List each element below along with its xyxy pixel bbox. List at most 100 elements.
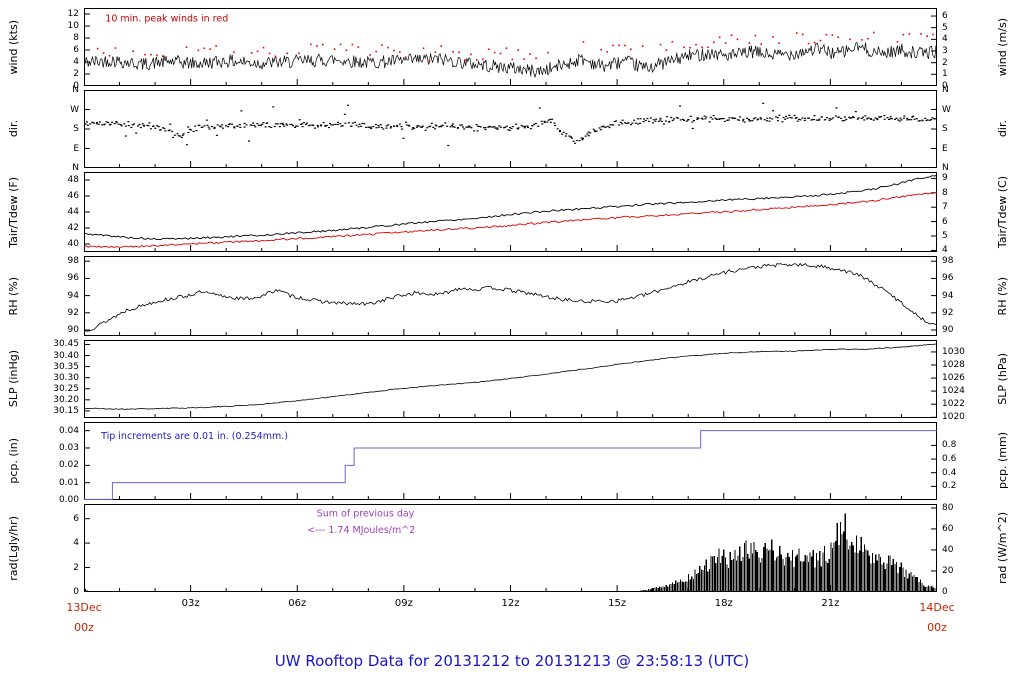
y-tick-label: 4: [73, 56, 79, 67]
y-axis-label-left-temp: Tair/Tdew (F): [0, 172, 26, 252]
y-ticks-right-rh: 90 92 94 96 98: [937, 256, 989, 336]
y-axis-label-right-rad: rad (W/m^2): [989, 504, 1015, 592]
y-axis-label-left-slp: SLP (inHg): [0, 340, 26, 418]
plot-area-dir: [84, 90, 937, 168]
y-axis-label-right-pcp: pcp. (mm): [989, 422, 1015, 500]
panels-stack: wind (kts) 0 2 4 6 8 10 12 10 min. peak winds in…: [0, 8, 1015, 597]
y-tick-label: 8: [73, 33, 79, 44]
y-tick-label: 0.04: [58, 425, 79, 436]
y-tick-label: 1022: [942, 399, 965, 410]
y-tick-label: 80: [942, 502, 954, 513]
y-tick-label: 0.02: [58, 460, 79, 471]
annotation: Sum of previous day: [317, 508, 415, 519]
y-ticks-right-temp: 4 5 6 7 8 9: [937, 172, 989, 256]
y-axis-label-text: RH (%): [6, 276, 20, 316]
y-axis-label-text: dir.: [6, 120, 20, 138]
y-axis-label-left-wind: wind (kts): [0, 8, 26, 86]
series-air-temperature: [84, 174, 937, 241]
y-tick-label: 1024: [942, 386, 965, 397]
y-axis-label-text: pcp. (mm): [995, 432, 1009, 490]
y-tick-label: 90: [942, 325, 954, 335]
plot-area-rad: Sum of previous day <--- 1.74 MJoules/m^2: [84, 504, 937, 592]
y-tick-label: 2: [73, 562, 79, 573]
y-tick-label: 0.03: [58, 442, 79, 453]
y-tick-label: S: [942, 124, 948, 134]
x-start-date: 13Dec: [66, 601, 102, 614]
y-tick-label: 0.00: [58, 495, 79, 505]
y-tick-label: 30.20: [53, 394, 79, 405]
y-tick-label: 0: [942, 81, 948, 91]
y-tick-label: N: [942, 163, 949, 173]
y-ticks-left-pcp: 0.00 0.01 0.02 0.03 0.04: [26, 422, 84, 505]
y-tick-label: 1030: [942, 346, 965, 357]
y-ticks-left-rad: 0 2 4 6: [26, 504, 84, 597]
y-tick-label: 0: [73, 81, 79, 91]
y-axis-label-text: dir.: [995, 120, 1009, 138]
y-tick-label: 48: [67, 175, 79, 185]
y-ticks-right-pcp: 0.2 0.4 0.6 0.8: [937, 422, 989, 500]
y-tick-label: 30.25: [53, 383, 79, 394]
y-axis-label-text: rad (W/m^2): [995, 512, 1009, 584]
y-tick-label: 30.15: [53, 405, 79, 416]
y-tick-label: 3: [942, 45, 948, 56]
y-tick-label: 4: [942, 245, 948, 256]
y-ticks-right-rad: 0 20 40 60 80: [937, 502, 989, 597]
y-ticks-left-slp: 30.15 30.20 30.25 30.30 30.35 30.40 30.45: [26, 339, 84, 418]
series-solar-radiation: [84, 513, 937, 592]
y-tick-label: 1: [942, 69, 948, 80]
y-tick-label: 90: [67, 325, 79, 335]
y-tick-label: 10: [67, 21, 79, 32]
y-axis-label-text: SLP (hPa): [995, 353, 1009, 405]
y-axis-label-right-dir: dir.: [989, 90, 1015, 168]
series-relative-humidity: [84, 262, 937, 332]
panel-pcp: pcp. (in) 0.00 0.01 0.02 0.03 0.04 Tip increme…: [0, 422, 1015, 505]
x-tick-label: 21z: [821, 598, 840, 609]
y-tick-label: 44: [67, 207, 79, 217]
x-tick-label: 18z: [714, 598, 733, 609]
y-tick-label: W: [942, 104, 951, 115]
y-tick-label: 2: [73, 69, 79, 79]
y-tick-label: 12: [67, 9, 79, 20]
y-tick-label: 0.4: [942, 467, 957, 478]
y-axis-label-text: SLP (inHg): [6, 350, 20, 408]
y-tick-label: 92: [942, 307, 954, 318]
x-tick-label: 15z: [608, 598, 627, 609]
y-tick-label: N: [72, 163, 79, 173]
y-axis-label-text: wind (m/s): [995, 17, 1009, 77]
annotation: 10 min. peak winds in red: [105, 13, 228, 24]
x-tick-label: 03z: [181, 598, 200, 609]
y-tick-label: 9: [942, 173, 948, 184]
y-axis-label-text: wind (kts): [6, 19, 20, 75]
time-axis: 03z 06z 09z 12z 15z 18z 21z 13Dec 00z 14Dec 00z: [0, 596, 1024, 640]
y-axis-label-right-temp: Tair/Tdew (C): [989, 172, 1015, 252]
y-tick-label: 6: [942, 11, 948, 22]
series-peak-wind-dots: [96, 31, 934, 62]
y-tick-label: 96: [942, 273, 954, 284]
y-tick-label: 20: [942, 565, 954, 576]
figure-title: UW Rooftop Data for 20131212 to 20131213…: [274, 652, 750, 670]
y-axis-label-text: Tair/Tdew (F): [6, 176, 20, 248]
series-wind-direction: [84, 102, 936, 147]
y-tick-label: 6: [942, 216, 948, 227]
y-tick-label: W: [70, 104, 79, 115]
x-end-hour: 00z: [927, 621, 947, 634]
plot-area-slp: [84, 340, 937, 418]
plot-rad: Sum of previous day <--- 1.74 MJoules/m^2: [84, 504, 937, 592]
plot-temp: [84, 172, 937, 252]
y-tick-label: 42: [67, 223, 79, 233]
y-tick-label: N: [72, 85, 79, 95]
plot-rh: [84, 256, 937, 336]
y-tick-label: 30.35: [53, 361, 79, 372]
panel-rh: RH (%) 90 92 94 96 98 90 92 94 96 98 RH (%): [0, 256, 1015, 336]
y-tick-label: 30.45: [53, 339, 79, 350]
y-tick-label: 0.8: [942, 440, 957, 451]
y-tick-label: 4: [73, 538, 79, 549]
y-axis-label-left-dir: dir.: [0, 90, 26, 168]
series-precip-accumulation: [84, 430, 937, 500]
y-axis-label-right-wind: wind (m/s): [989, 8, 1015, 86]
